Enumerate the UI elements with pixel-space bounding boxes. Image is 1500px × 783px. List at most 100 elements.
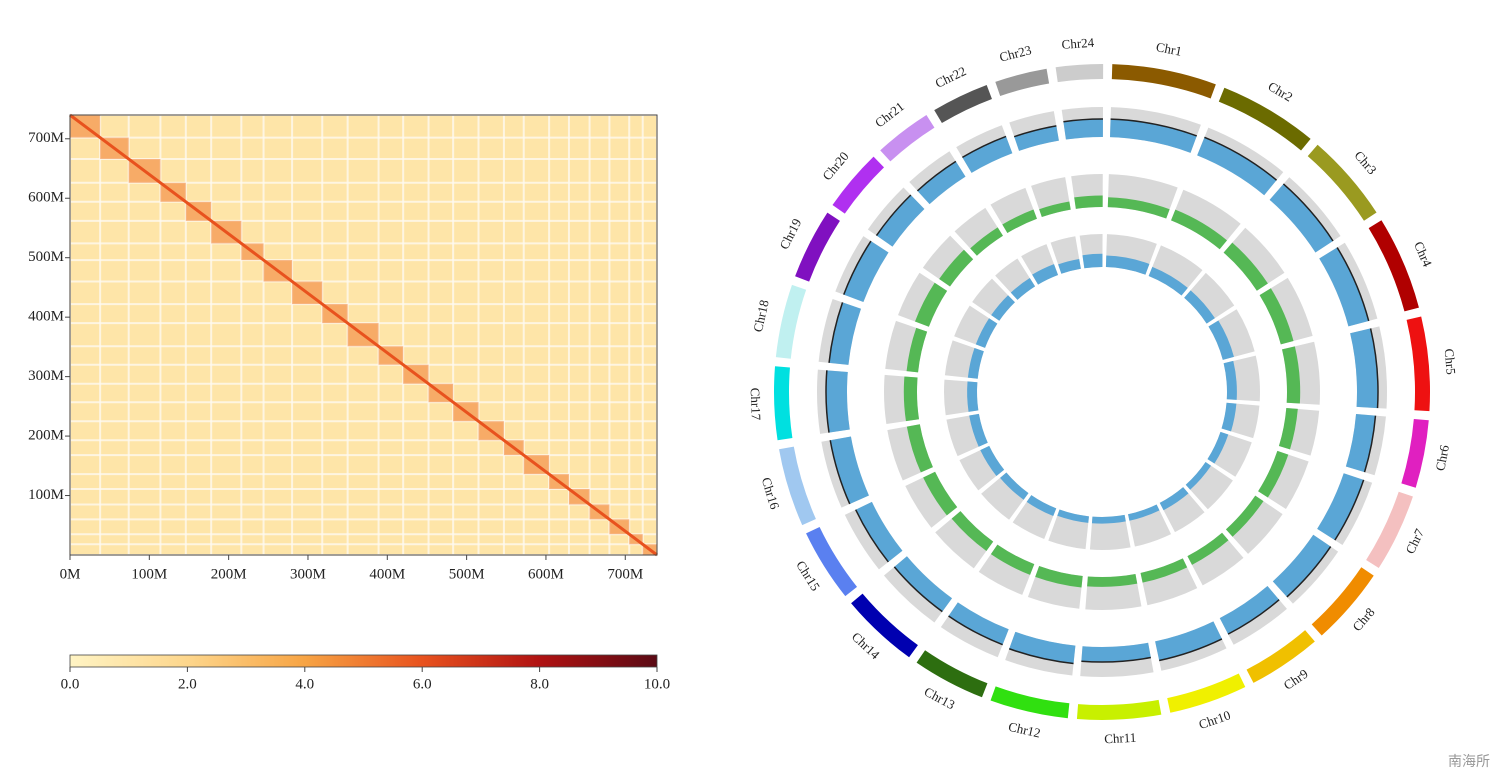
track-fill bbox=[948, 602, 1009, 645]
track-line bbox=[1008, 648, 1074, 665]
track-fill bbox=[962, 136, 1013, 173]
x-tick-label: 0M bbox=[60, 566, 81, 582]
track-fill bbox=[1187, 532, 1229, 565]
x-tick-label: 200M bbox=[211, 566, 247, 582]
track-fill bbox=[1185, 462, 1212, 490]
track-fill bbox=[967, 381, 979, 412]
track-line bbox=[875, 194, 912, 236]
chromosome-label: Chr3 bbox=[1351, 148, 1379, 177]
track-background bbox=[1187, 532, 1244, 586]
track-fill bbox=[830, 436, 869, 504]
track-line bbox=[1013, 125, 1057, 138]
chromosome bbox=[773, 366, 793, 441]
diagonal bbox=[69, 113, 658, 557]
track-line bbox=[1363, 415, 1377, 473]
track-line bbox=[854, 509, 889, 563]
track-background bbox=[1225, 495, 1283, 554]
x-tick-label: 600M bbox=[528, 566, 564, 582]
track-fill bbox=[1074, 195, 1103, 209]
x-tick-label: 100M bbox=[131, 566, 167, 582]
chromosome bbox=[1311, 567, 1374, 636]
track-fill bbox=[990, 544, 1035, 575]
track-fill bbox=[906, 424, 933, 473]
track-fill bbox=[1155, 621, 1222, 661]
track-line bbox=[1204, 136, 1278, 181]
chromosome bbox=[1307, 144, 1377, 221]
track-fill bbox=[1223, 360, 1237, 400]
chromosome-label: Chr14 bbox=[849, 629, 883, 662]
track-background bbox=[1171, 189, 1241, 250]
x-tick-label: 700M bbox=[607, 566, 643, 582]
track-fill bbox=[1319, 247, 1369, 327]
track-fill bbox=[967, 347, 984, 379]
track-fill bbox=[1350, 328, 1379, 409]
track-line bbox=[828, 302, 844, 363]
track-fill bbox=[1035, 565, 1083, 588]
chromosome bbox=[990, 686, 1070, 719]
track-fill bbox=[917, 161, 966, 205]
chromosome bbox=[779, 446, 816, 526]
track-line bbox=[1081, 656, 1151, 663]
track-background bbox=[922, 235, 974, 287]
track-background bbox=[1258, 450, 1309, 509]
chromosome-label: Chr8 bbox=[1349, 605, 1377, 634]
chromosome-label: Chr22 bbox=[933, 63, 969, 91]
colorbar-tick-label: 2.0 bbox=[178, 676, 197, 692]
chromosome-label: Chr13 bbox=[922, 684, 958, 712]
track-fill bbox=[1081, 642, 1151, 662]
chromosome bbox=[1218, 87, 1311, 151]
chromosome-label: Chr1 bbox=[1155, 39, 1183, 59]
y-tick-label: 400M bbox=[28, 309, 64, 325]
track-fill bbox=[1110, 119, 1197, 153]
track-fill bbox=[1039, 201, 1071, 218]
track-fill bbox=[1087, 573, 1138, 587]
track-fill bbox=[906, 327, 928, 373]
chromosome-label: Chr7 bbox=[1402, 526, 1427, 556]
track-line bbox=[948, 615, 1003, 646]
track-fill bbox=[1032, 264, 1059, 285]
chromosome-label: Chr21 bbox=[872, 99, 907, 131]
chromosome bbox=[1076, 699, 1162, 720]
y-tick-label: 500M bbox=[28, 249, 64, 265]
track-fill bbox=[1026, 495, 1057, 517]
chromosome bbox=[995, 68, 1050, 97]
colorbar-tick-label: 0.0 bbox=[61, 676, 80, 692]
track-fill bbox=[1014, 125, 1059, 151]
track-fill bbox=[991, 295, 1015, 321]
track-fill bbox=[1057, 509, 1089, 523]
chromosome-label: Chr10 bbox=[1197, 707, 1233, 732]
track-line bbox=[1286, 546, 1332, 598]
track-fill bbox=[829, 302, 861, 365]
chromosome bbox=[832, 156, 885, 214]
chromosome bbox=[1406, 316, 1430, 412]
x-tick-label: 300M bbox=[290, 566, 326, 582]
chromosome-label: Chr9 bbox=[1281, 666, 1311, 693]
track-fill bbox=[914, 282, 948, 327]
track-fill bbox=[1272, 534, 1331, 597]
track-fill bbox=[1197, 137, 1277, 196]
track-line bbox=[916, 160, 957, 192]
x-tick-label: 500M bbox=[449, 566, 485, 582]
chromosome-label: Chr15 bbox=[793, 558, 823, 594]
chromosome bbox=[880, 114, 935, 162]
track-fill bbox=[1010, 278, 1036, 300]
track-fill bbox=[843, 241, 889, 303]
chromosome bbox=[1246, 630, 1315, 683]
chromosome-label: Chr11 bbox=[1104, 730, 1137, 747]
colorbar bbox=[69, 654, 658, 668]
track-fill bbox=[1009, 631, 1076, 664]
chromosome-label: Chr4 bbox=[1411, 239, 1435, 269]
chromosome bbox=[1366, 491, 1413, 569]
chromosome-label: Chr12 bbox=[1007, 719, 1042, 741]
track-fill bbox=[1148, 266, 1188, 296]
chromosome bbox=[851, 593, 918, 658]
track-line bbox=[1334, 479, 1365, 541]
track-fill bbox=[969, 413, 988, 447]
track-background bbox=[935, 511, 994, 569]
track-line bbox=[829, 440, 851, 505]
track-line bbox=[1159, 638, 1223, 662]
track-background bbox=[905, 471, 958, 528]
track-fill bbox=[1317, 473, 1364, 541]
